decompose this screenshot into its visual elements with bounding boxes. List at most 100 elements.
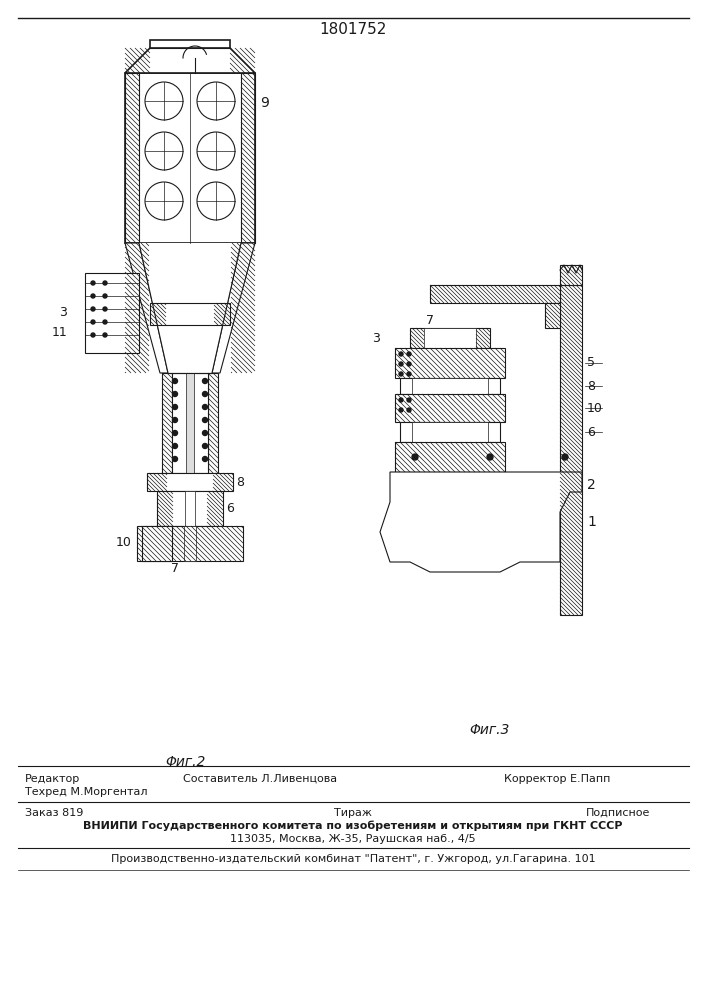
Circle shape <box>407 408 411 412</box>
Bar <box>560 265 582 285</box>
Bar <box>241 73 255 243</box>
Bar <box>125 73 255 243</box>
Circle shape <box>399 398 403 402</box>
Circle shape <box>91 333 95 337</box>
Text: 8: 8 <box>236 476 244 488</box>
Polygon shape <box>125 243 168 373</box>
Circle shape <box>202 391 207 396</box>
Polygon shape <box>139 243 241 373</box>
Circle shape <box>407 352 411 356</box>
Circle shape <box>399 408 403 412</box>
Bar <box>186 373 194 473</box>
Circle shape <box>173 378 177 383</box>
Circle shape <box>91 307 95 311</box>
Circle shape <box>173 444 177 448</box>
Bar <box>560 285 582 615</box>
Bar <box>400 422 500 442</box>
Text: 10: 10 <box>116 536 132 550</box>
Circle shape <box>202 430 207 436</box>
Polygon shape <box>380 472 582 572</box>
Bar <box>424 328 476 348</box>
Circle shape <box>91 281 95 285</box>
Bar <box>147 473 233 491</box>
Text: ВНИИПИ Государственного комитета по изобретениям и открытиям при ГКНТ СССР: ВНИИПИ Государственного комитета по изоб… <box>83 821 623 831</box>
Bar <box>185 491 195 526</box>
Bar <box>412 422 488 442</box>
Circle shape <box>145 82 183 120</box>
Text: Корректор Е.Папп: Корректор Е.Папп <box>503 774 610 784</box>
Circle shape <box>202 378 207 383</box>
Text: Редактор: Редактор <box>25 774 81 784</box>
Circle shape <box>173 430 177 436</box>
Bar <box>412 378 488 394</box>
Circle shape <box>91 294 95 298</box>
Circle shape <box>399 352 403 356</box>
Circle shape <box>173 391 177 396</box>
Circle shape <box>407 362 411 366</box>
Text: Тираж: Тираж <box>334 808 372 818</box>
Circle shape <box>145 182 183 220</box>
Circle shape <box>412 454 418 460</box>
Text: 11: 11 <box>51 326 67 340</box>
Bar <box>395 442 505 472</box>
Text: 9: 9 <box>260 96 269 110</box>
Text: 6: 6 <box>587 426 595 438</box>
Circle shape <box>197 182 235 220</box>
Circle shape <box>202 418 207 422</box>
Text: Заказ 819: Заказ 819 <box>25 808 83 818</box>
Text: Φиг.3: Φиг.3 <box>470 723 510 737</box>
Bar <box>395 348 505 378</box>
Circle shape <box>91 320 95 324</box>
Polygon shape <box>125 48 255 73</box>
Bar <box>85 273 139 353</box>
Circle shape <box>103 307 107 311</box>
Text: 3: 3 <box>372 332 380 344</box>
Text: 2: 2 <box>587 478 596 492</box>
Circle shape <box>202 456 207 462</box>
Circle shape <box>407 372 411 376</box>
Text: Φиг.2: Φиг.2 <box>165 755 205 769</box>
Circle shape <box>173 418 177 422</box>
Circle shape <box>173 404 177 410</box>
Circle shape <box>487 454 493 460</box>
Bar <box>395 394 505 422</box>
Circle shape <box>202 444 207 448</box>
Circle shape <box>202 404 207 410</box>
Bar <box>157 491 223 526</box>
Polygon shape <box>212 243 255 373</box>
Text: 1801752: 1801752 <box>320 22 387 37</box>
Text: 113035, Москва, Ж-35, Раушская наб., 4/5: 113035, Москва, Ж-35, Раушская наб., 4/5 <box>230 834 476 844</box>
Circle shape <box>103 294 107 298</box>
Bar <box>162 373 172 473</box>
Text: 8: 8 <box>587 379 595 392</box>
Circle shape <box>399 372 403 376</box>
Text: 6: 6 <box>226 502 234 514</box>
Bar <box>125 73 139 243</box>
Text: 5: 5 <box>587 357 595 369</box>
Text: Подписное: Подписное <box>585 808 650 818</box>
Bar <box>150 40 230 48</box>
Text: 10: 10 <box>587 401 603 414</box>
Circle shape <box>562 454 568 460</box>
Bar <box>142 526 172 561</box>
Bar <box>410 328 490 348</box>
Circle shape <box>197 82 235 120</box>
Circle shape <box>103 281 107 285</box>
Text: Составитель Л.Ливенцова: Составитель Л.Ливенцова <box>183 774 337 784</box>
Bar <box>150 303 230 325</box>
Bar <box>208 373 218 473</box>
Text: 7: 7 <box>426 314 434 326</box>
Text: Техред М.Моргентал: Техред М.Моргентал <box>25 787 148 797</box>
Circle shape <box>103 333 107 337</box>
Circle shape <box>173 456 177 462</box>
Bar <box>430 285 560 303</box>
Circle shape <box>145 132 183 170</box>
Bar <box>545 303 560 328</box>
Circle shape <box>399 362 403 366</box>
Bar <box>184 526 196 561</box>
Text: 7: 7 <box>171 562 179 576</box>
Text: 3: 3 <box>59 306 67 320</box>
Circle shape <box>197 132 235 170</box>
Text: Производственно-издательский комбинат "Патент", г. Ужгород, ул.Гагарина. 101: Производственно-издательский комбинат "П… <box>111 854 595 864</box>
Text: 1: 1 <box>587 515 596 529</box>
